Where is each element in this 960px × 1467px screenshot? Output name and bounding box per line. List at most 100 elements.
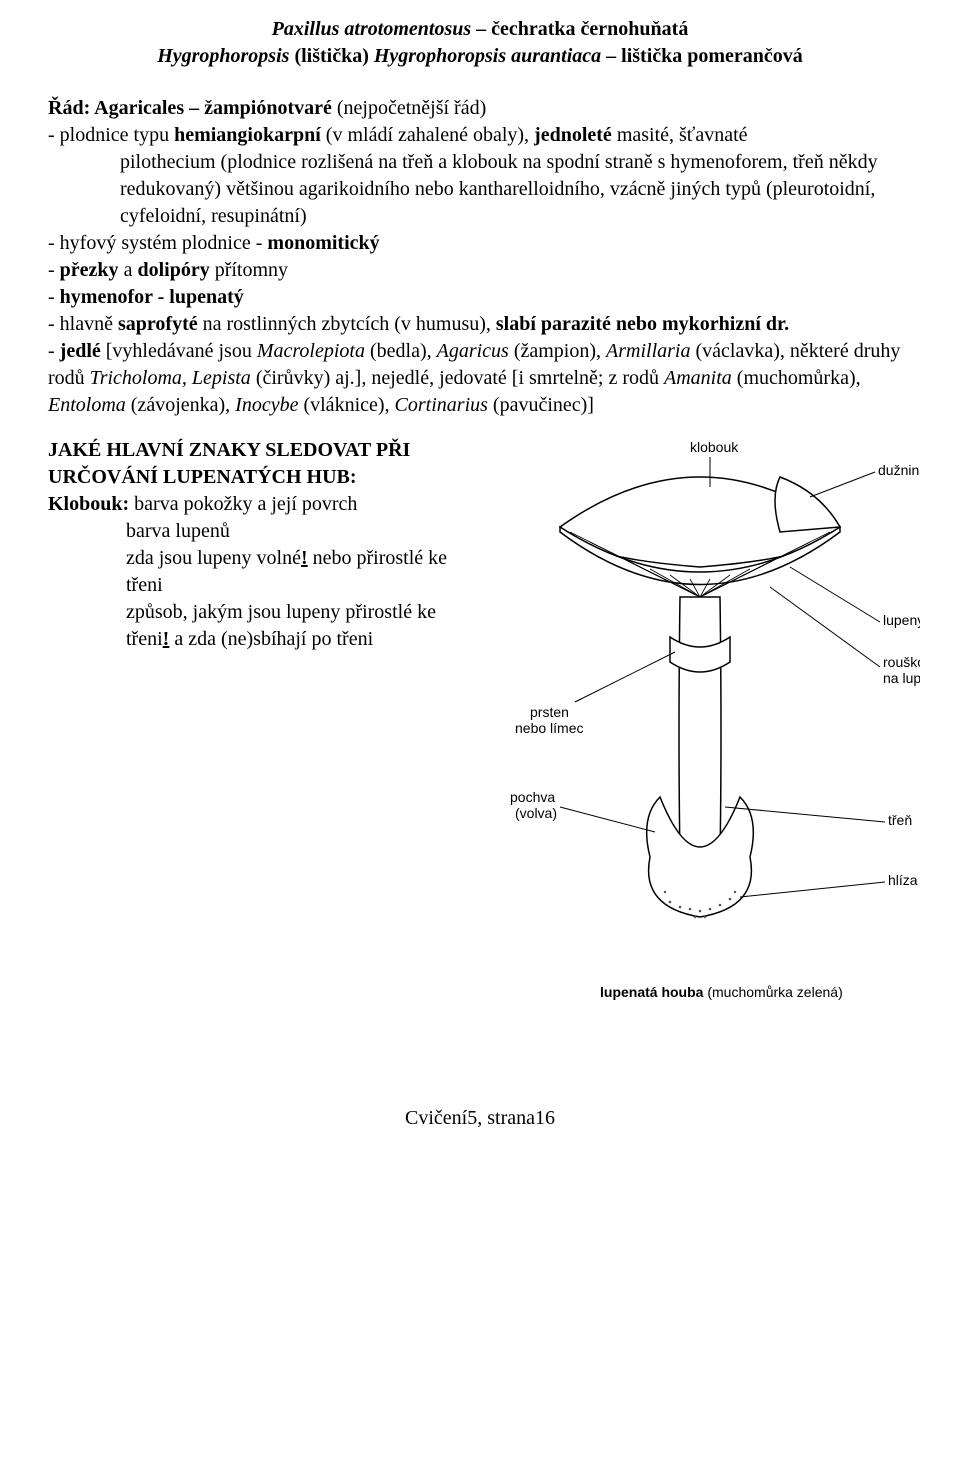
label-pochva2: (volva) bbox=[515, 805, 557, 821]
footer: Cvičení5, strana16 bbox=[48, 1107, 912, 1130]
sep-2: – bbox=[601, 45, 621, 67]
diagram-caption: lupenatá houba (muchomůrka zelená) bbox=[600, 984, 843, 1000]
order-sep: – bbox=[184, 97, 204, 119]
label-prsten: prsten bbox=[530, 704, 569, 720]
species-latin-2: Hygrophoropsis aurantiaca bbox=[374, 45, 601, 67]
b4a: - bbox=[48, 286, 60, 308]
b6a: - bbox=[48, 340, 60, 362]
b6m: (muchomůrka), bbox=[732, 367, 861, 389]
bullet-2: - hyfový systém plodnice - monomitický bbox=[48, 230, 912, 257]
bullet-4: - hymenofor - lupenatý bbox=[48, 284, 912, 311]
b5a: - hlavně bbox=[48, 313, 118, 335]
bullet-5: - hlavně saprofyté na rostlinných zbytcí… bbox=[48, 311, 912, 338]
b6d: Macrolepiota bbox=[257, 340, 365, 362]
b1c: (v mládí zahalené obaly), bbox=[321, 124, 534, 146]
paren-genus: (lištička) bbox=[289, 45, 373, 67]
b6o: (závojenka), bbox=[126, 394, 235, 416]
label-klobouk: klobouk bbox=[690, 439, 739, 455]
k4c: a zda (ne)sbíhají po třeni bbox=[169, 628, 373, 650]
k3-line2: třeni bbox=[48, 572, 468, 599]
b1a: - plodnice typu bbox=[48, 124, 174, 146]
order-note: (nejpočetnější řád) bbox=[332, 97, 486, 119]
label-duznina: dužnina bbox=[878, 462, 920, 478]
bullet-1: - plodnice typu hemiangiokarpní (v mládí… bbox=[48, 122, 912, 149]
b6b: jedlé bbox=[60, 340, 101, 362]
label-lupeny: lupeny bbox=[883, 612, 920, 628]
order-line: Řád: Agaricales – žampiónotvaré (nejpoče… bbox=[48, 94, 912, 122]
k3c: třeni bbox=[126, 574, 163, 596]
section-h2-text: URČOVÁNÍ LUPENATÝCH HUB: bbox=[48, 466, 357, 488]
b6k: (čirůvky) aj.], nejedlé, jedovaté [i smr… bbox=[251, 367, 664, 389]
caption-paren: (muchomůrka zelená) bbox=[703, 984, 842, 1000]
order-name: Agaricales bbox=[94, 97, 184, 119]
mushroom-diagram: klobouk dužnina lupeny rouško na lupenec… bbox=[480, 437, 920, 1077]
b6f: Agaricus bbox=[437, 340, 509, 362]
left-col: JAKÉ HLAVNÍ ZNAKY SLEDOVAT PŘI URČOVÁNÍ … bbox=[48, 437, 468, 1077]
b6g: (žampion), bbox=[509, 340, 606, 362]
b3b: přezky bbox=[60, 259, 119, 281]
k1: Klobouk: barva pokožky a její povrch bbox=[48, 491, 468, 518]
b4b: hymenofor - lupenatý bbox=[60, 286, 244, 308]
b6l: Amanita bbox=[664, 367, 732, 389]
b2b: monomitický bbox=[267, 232, 379, 254]
genus-latin: Hygrophoropsis bbox=[157, 45, 289, 67]
k3-line1: zda jsou lupeny volné! nebo přirostlé ke bbox=[48, 545, 468, 572]
b6q: (vláknice), bbox=[298, 394, 394, 416]
b6n: Entoloma bbox=[48, 394, 126, 416]
species-czech-2: lištička pomerančová bbox=[621, 45, 803, 67]
section-h2: URČOVÁNÍ LUPENATÝCH HUB: bbox=[48, 464, 468, 491]
k2: barva lupenů bbox=[48, 518, 468, 545]
k4b: třeni bbox=[126, 628, 163, 650]
label-tren: třeň bbox=[888, 812, 912, 828]
b1d: jednoleté bbox=[534, 124, 612, 146]
section-h1: JAKÉ HLAVNÍ ZNAKY SLEDOVAT PŘI bbox=[48, 437, 468, 464]
k4-line1: způsob, jakým jsou lupeny přirostlé ke bbox=[48, 599, 468, 626]
k1a: Klobouk: bbox=[48, 493, 129, 515]
footer-text: Cvičení5, strana16 bbox=[405, 1107, 555, 1129]
b1e: masité, šťavnaté bbox=[612, 124, 748, 146]
indent-1-text: pilothecium (plodnice rozlišená na třeň … bbox=[120, 151, 878, 227]
label-pochva: pochva bbox=[510, 789, 555, 805]
order-czech: žampiónotvaré bbox=[204, 97, 332, 119]
species-latin-1: Paxillus atrotomentosus bbox=[272, 18, 472, 40]
section-h1-text: JAKÉ HLAVNÍ ZNAKY SLEDOVAT PŘI bbox=[48, 439, 410, 461]
page: Paxillus atrotomentosus – čechratka čern… bbox=[0, 0, 960, 1154]
two-col: JAKÉ HLAVNÍ ZNAKY SLEDOVAT PŘI URČOVÁNÍ … bbox=[48, 437, 912, 1077]
cap-cutaway bbox=[775, 477, 840, 532]
k3-bang: ! bbox=[301, 547, 308, 569]
caption-bold: lupenatá houba bbox=[600, 984, 704, 1000]
b3a: - bbox=[48, 259, 60, 281]
b6c: [vyhledávané jsou bbox=[101, 340, 257, 362]
b6p: Inocybe bbox=[235, 394, 298, 416]
b1b: hemiangiokarpní bbox=[174, 124, 321, 146]
bullet-6: - jedlé [vyhledávané jsou Macrolepiota (… bbox=[48, 338, 912, 419]
b6h: Armillaria bbox=[606, 340, 690, 362]
k4a: způsob, jakým jsou lupeny přirostlé ke bbox=[126, 601, 436, 623]
b3e: přítomny bbox=[210, 259, 288, 281]
right-col: klobouk dužnina lupeny rouško na lupenec… bbox=[480, 437, 920, 1077]
b6j: Tricholoma, Lepista bbox=[90, 367, 251, 389]
spacer bbox=[48, 70, 912, 94]
indent-1: pilothecium (plodnice rozlišená na třeň … bbox=[48, 149, 912, 230]
b5c: na rostlinných zbytcích (v humusu), bbox=[198, 313, 496, 335]
label-rousko2: na lupenech bbox=[883, 670, 920, 686]
sep-1: – bbox=[471, 18, 491, 40]
b2a: - hyfový systém plodnice - bbox=[48, 232, 267, 254]
b3d: dolipóry bbox=[137, 259, 209, 281]
k3b: nebo přirostlé ke bbox=[308, 547, 447, 569]
b6e: (bedla), bbox=[365, 340, 437, 362]
stem-shape bbox=[679, 597, 721, 857]
b3c: a bbox=[119, 259, 138, 281]
order-prefix: Řád: bbox=[48, 97, 94, 119]
b6r: Cortinarius bbox=[395, 394, 488, 416]
label-rousko: rouško bbox=[883, 654, 920, 670]
b6s: (pavučinec)] bbox=[488, 394, 594, 416]
bullet-3: - přezky a dolipóry přítomny bbox=[48, 257, 912, 284]
b5d: slabí parazité nebo mykorhizní dr. bbox=[496, 313, 789, 335]
species-czech-1: čechratka černohuňatá bbox=[491, 18, 688, 40]
k1b: barva pokožky a její povrch bbox=[129, 493, 357, 515]
k2-text: barva lupenů bbox=[126, 520, 230, 542]
k4-line2: třeni! a zda (ne)sbíhají po třeni bbox=[48, 626, 468, 653]
header-line-2: Hygrophoropsis (lištička) Hygrophoropsis… bbox=[48, 43, 912, 70]
header-line-1: Paxillus atrotomentosus – čechratka čern… bbox=[48, 16, 912, 43]
